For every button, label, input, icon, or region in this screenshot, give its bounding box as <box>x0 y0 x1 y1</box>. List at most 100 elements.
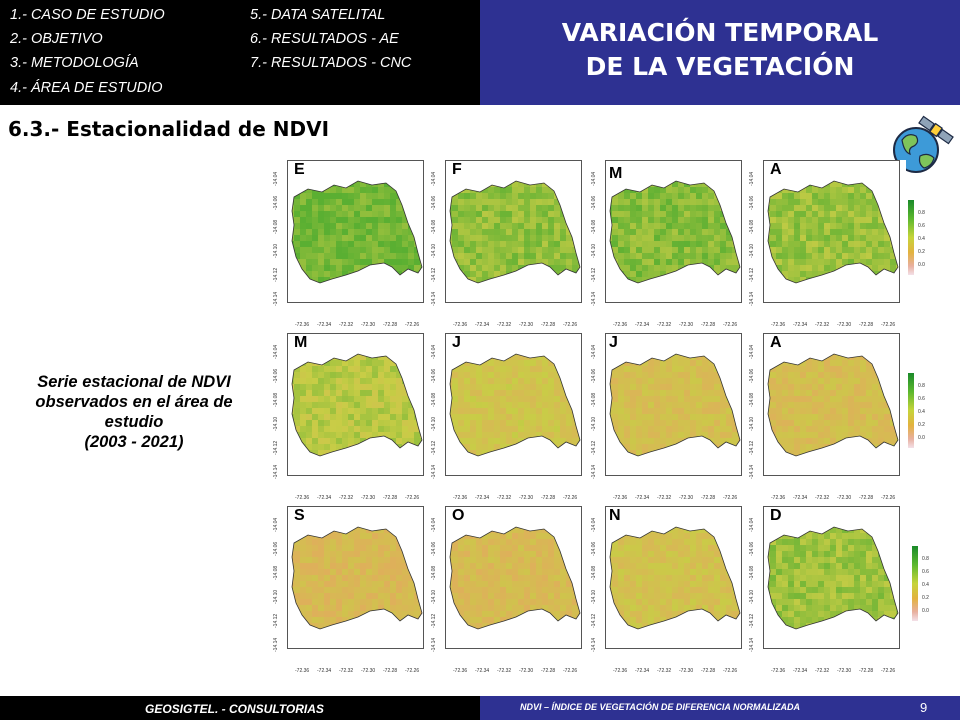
y-tick-label: -14.06 <box>591 195 597 210</box>
y-tick-label: -14.04 <box>749 344 755 359</box>
x-tick-label: -72.36 <box>295 668 310 674</box>
ndvi-map <box>767 526 899 630</box>
y-tick-label: -14.06 <box>273 195 279 210</box>
map-frame <box>763 506 900 649</box>
x-tick-label: -72.36 <box>613 495 628 501</box>
y-tick-label: -14.08 <box>591 392 597 407</box>
month-label: J <box>609 334 618 351</box>
y-tick-label: -14.12 <box>431 613 437 628</box>
x-tick-label: -72.36 <box>295 322 310 328</box>
x-tick-label: -72.34 <box>635 668 650 674</box>
y-tick-label: -14.08 <box>749 219 755 234</box>
footer-left-bar <box>0 696 480 720</box>
x-tick-label: -72.36 <box>453 495 468 501</box>
month-label: A <box>770 161 782 178</box>
x-tick-label: -72.28 <box>859 322 874 328</box>
x-tick-label: -72.26 <box>405 322 420 328</box>
toc-item-4[interactable]: 4.- ÁREA DE ESTUDIO <box>10 80 163 96</box>
y-tick-label: -14.14 <box>431 291 437 306</box>
legend-tick-label: 0.8 <box>918 210 925 216</box>
y-tick-label: -14.10 <box>591 589 597 604</box>
map-frame <box>605 506 742 649</box>
x-tick-label: -72.30 <box>361 322 376 328</box>
x-tick-label: -72.34 <box>793 495 808 501</box>
toc-item-3[interactable]: 3.- METODOLOGÍA <box>10 55 139 71</box>
caption-line-2: observados en el área de <box>35 393 233 411</box>
toc-item-5[interactable]: 5.- DATA SATELITAL <box>250 7 386 23</box>
ndvi-map <box>449 180 581 284</box>
map-frame <box>763 160 900 303</box>
ndvi-map <box>291 353 423 457</box>
legend-tick-label: 0.2 <box>918 249 925 255</box>
y-tick-label: -14.06 <box>431 541 437 556</box>
x-tick-label: -72.32 <box>339 495 354 501</box>
ndvi-map <box>767 353 899 457</box>
x-tick-label: -72.34 <box>635 495 650 501</box>
x-tick-label: -72.26 <box>881 495 896 501</box>
map-frame <box>445 506 582 649</box>
x-tick-label: -72.36 <box>771 322 786 328</box>
x-tick-label: -72.34 <box>793 322 808 328</box>
footer-right-bar <box>480 696 960 720</box>
y-tick-label: -14.06 <box>273 368 279 383</box>
x-tick-label: -72.32 <box>497 495 512 501</box>
caption-line-1: Serie estacional de NDVI <box>37 373 231 391</box>
x-tick-label: -72.32 <box>497 322 512 328</box>
x-tick-label: -72.30 <box>679 322 694 328</box>
legend-tick-label: 0.0 <box>918 262 925 268</box>
toc-item-1[interactable]: 1.- CASO DE ESTUDIO <box>10 7 165 23</box>
x-tick-label: -72.26 <box>405 668 420 674</box>
page-number: 9 <box>920 700 928 715</box>
y-tick-label: -14.12 <box>749 613 755 628</box>
x-tick-label: -72.28 <box>383 322 398 328</box>
x-tick-label: -72.28 <box>859 668 874 674</box>
y-tick-label: -14.12 <box>591 440 597 455</box>
x-tick-label: -72.34 <box>793 668 808 674</box>
x-tick-label: -72.32 <box>815 322 830 328</box>
y-tick-label: -14.14 <box>749 464 755 479</box>
globe-satellite-icon <box>893 115 954 173</box>
map-frame <box>445 333 582 476</box>
y-tick-label: -14.12 <box>591 267 597 282</box>
header-title-panel <box>480 0 960 105</box>
ndvi-color-legend: 0.8 0.6 0.4 0.2 0.0 <box>908 200 938 280</box>
map-frame <box>763 333 900 476</box>
x-tick-label: -72.34 <box>317 322 332 328</box>
ndvi-map <box>609 180 741 284</box>
y-tick-label: -14.06 <box>431 368 437 383</box>
y-tick-label: -14.06 <box>749 195 755 210</box>
slide-title: VARIACIÓN TEMPORAL DE LA VEGETACIÓN <box>480 16 960 84</box>
ndvi-map-panel: D -14.04 -14.06 -14.08 -14.10 -14.12 -14.14 -72… <box>749 506 906 676</box>
x-tick-label: -72.36 <box>771 495 786 501</box>
y-tick-label: -14.06 <box>431 195 437 210</box>
y-tick-label: -14.14 <box>591 637 597 652</box>
x-tick-label: -72.26 <box>563 322 578 328</box>
ndvi-map-panel: A -14.04 -14.06 -14.08 -14.10 -14.12 -14.14 -72… <box>749 333 906 503</box>
ndvi-map-panel: M -14.04 -14.06 -14.08 -14.10 -14.12 -14.14 -72… <box>273 333 430 503</box>
toc-item-7[interactable]: 7.- RESULTADOS - CNC <box>250 55 412 71</box>
figure-caption: Serie estacional de NDVI observados en e… <box>18 372 250 452</box>
x-tick-label: -72.28 <box>541 495 556 501</box>
x-tick-label: -72.26 <box>563 668 578 674</box>
y-tick-label: -14.14 <box>431 464 437 479</box>
month-label: F <box>452 161 462 178</box>
y-tick-label: -14.04 <box>591 517 597 532</box>
y-tick-label: -14.12 <box>273 613 279 628</box>
x-tick-label: -72.26 <box>723 495 738 501</box>
x-tick-label: -72.26 <box>405 495 420 501</box>
caption-line-4: (2003 - 2021) <box>84 433 184 451</box>
toc-item-2[interactable]: 2.- OBJETIVO <box>10 31 103 47</box>
y-tick-label: -14.10 <box>273 589 279 604</box>
x-tick-label: -72.28 <box>701 668 716 674</box>
x-tick-label: -72.32 <box>657 322 672 328</box>
y-tick-label: -14.12 <box>749 267 755 282</box>
x-tick-label: -72.28 <box>701 495 716 501</box>
header-toc-panel <box>0 0 480 105</box>
ndvi-map-panel: S -14.04 -14.06 -14.08 -14.10 -14.12 -14.14 -72… <box>273 506 430 676</box>
x-tick-label: -72.28 <box>383 495 398 501</box>
y-tick-label: -14.12 <box>749 440 755 455</box>
map-frame <box>445 160 582 303</box>
month-label: E <box>294 161 305 178</box>
ndvi-map-panel: A -14.04 -14.06 -14.08 -14.10 -14.12 -14.14 -72… <box>749 160 906 330</box>
toc-item-6[interactable]: 6.- RESULTADOS - AE <box>250 31 399 47</box>
